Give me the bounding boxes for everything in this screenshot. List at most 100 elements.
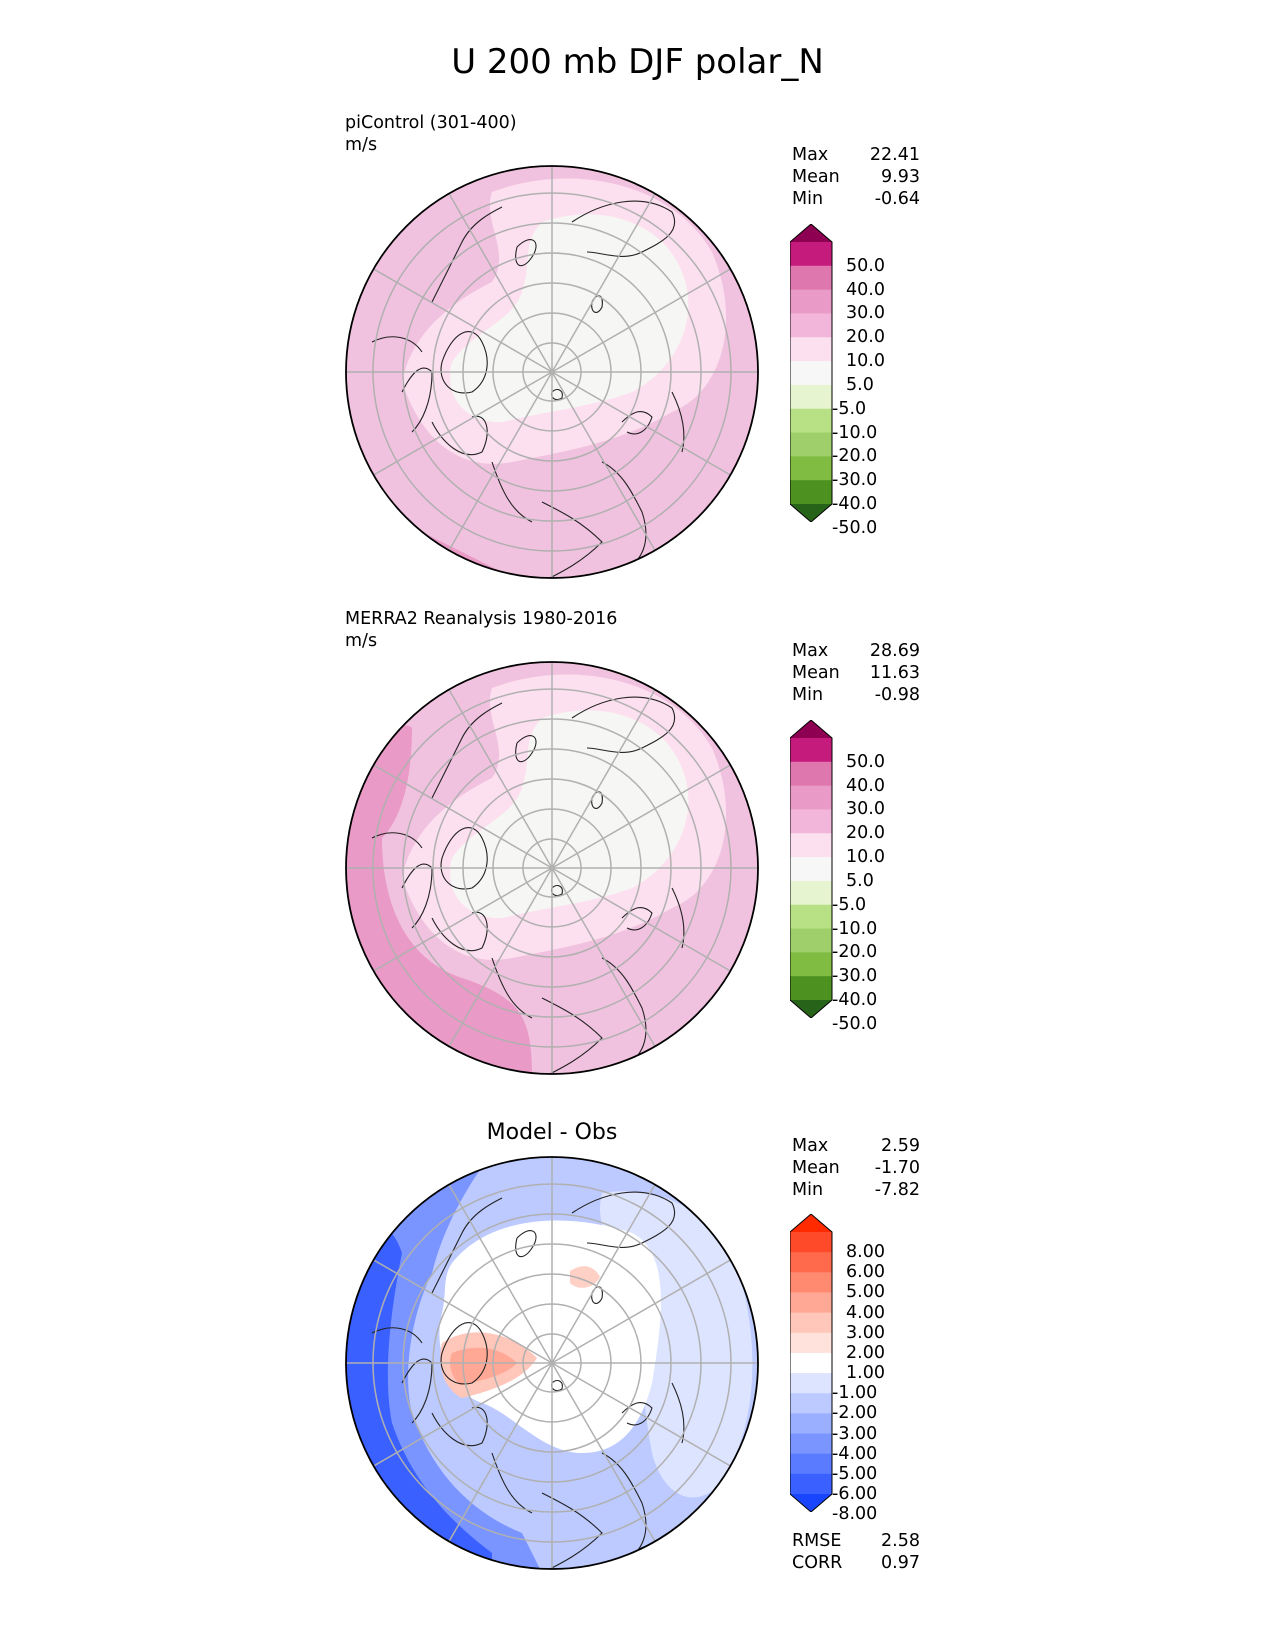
map-field bbox=[346, 1157, 758, 1569]
meridian-line bbox=[448, 1362, 553, 1542]
stat-mean-value: -1.70 bbox=[874, 1158, 920, 1178]
colorbar-tick-label: -30.0 bbox=[832, 470, 878, 491]
stat-mean-value: 11.63 bbox=[869, 663, 920, 683]
coastline bbox=[515, 239, 537, 267]
colorbar-swatch bbox=[790, 1312, 832, 1334]
colorbar-tick-label: -3.00 bbox=[832, 1423, 878, 1444]
meridian-line bbox=[551, 1362, 731, 1467]
colorbar-swatch bbox=[790, 761, 832, 787]
colorbar-swatch bbox=[790, 1373, 832, 1394]
coastline bbox=[591, 791, 603, 809]
colorbar-extend-top bbox=[790, 1214, 832, 1232]
coastline bbox=[371, 1327, 423, 1344]
colorbar-swatch bbox=[790, 1393, 832, 1414]
panel-1-title: piControl (301-400) bbox=[345, 113, 517, 133]
coastline bbox=[591, 1286, 603, 1304]
colorbar-swatch bbox=[790, 809, 832, 834]
meridian-line bbox=[551, 689, 656, 869]
coastline bbox=[440, 827, 488, 890]
colorbar-tick-label: 5.0 bbox=[846, 870, 874, 891]
colorbar-outline bbox=[790, 720, 833, 1018]
colorbar-tick-label: -40.0 bbox=[832, 990, 878, 1010]
colorbar-tick-label: 50.0 bbox=[846, 751, 885, 772]
colorbar-swatch bbox=[790, 1413, 832, 1435]
colorbar-swatch bbox=[790, 1352, 832, 1374]
meridian-line bbox=[373, 764, 553, 869]
panel-2-title: MERRA2 Reanalysis 1980-2016 bbox=[345, 609, 618, 629]
colorbar-picontrol bbox=[790, 224, 833, 522]
colorbar-tick-label: 5.00 bbox=[846, 1282, 885, 1303]
panel-1-units: m/s bbox=[345, 135, 378, 155]
colorbar-tick-label: 50.0 bbox=[846, 255, 885, 276]
colorbar-extend-bottom bbox=[790, 1494, 832, 1512]
metric-corr-value: 0.97 bbox=[881, 1553, 920, 1573]
stat-min-label: Min bbox=[792, 685, 824, 705]
polar-map-model-minus-obs bbox=[345, 1156, 759, 1570]
stat-max-label: Max bbox=[792, 1136, 829, 1156]
stat-min-value: -0.64 bbox=[874, 189, 920, 209]
panel-1-stats: Max 22.41 Mean 9.93 Min -0.64 bbox=[792, 144, 920, 210]
colorbar-swatch bbox=[790, 833, 832, 858]
meridian-line bbox=[551, 1362, 656, 1542]
coastline bbox=[440, 1322, 488, 1385]
meridian-line bbox=[373, 1259, 553, 1364]
figure-title: U 200 mb DJF polar_N bbox=[451, 42, 824, 82]
polar-map-merra2 bbox=[345, 661, 759, 1075]
colorbar-tick-label: -5.0 bbox=[832, 398, 867, 419]
polar-map-picontrol bbox=[345, 165, 759, 579]
colorbar-swatch bbox=[790, 361, 832, 386]
coastline bbox=[431, 702, 503, 799]
stat-min-label: Min bbox=[792, 1180, 824, 1200]
meridian-line bbox=[551, 867, 656, 1047]
colorbar-extend-bottom bbox=[790, 1000, 832, 1018]
meridian-line bbox=[373, 1362, 553, 1467]
meridian-line bbox=[551, 867, 731, 972]
colorbar-tick-label: 1.00 bbox=[846, 1363, 885, 1384]
colorbar-tick-label: 5.0 bbox=[846, 374, 874, 395]
colorbar-swatch bbox=[790, 313, 832, 338]
coastline bbox=[431, 206, 503, 303]
colorbar-swatch bbox=[790, 904, 832, 930]
stat-max-label: Max bbox=[792, 641, 829, 661]
colorbar-tick-label: 20.0 bbox=[846, 823, 885, 844]
meridian-line bbox=[448, 867, 553, 1047]
meridian-line bbox=[373, 371, 553, 476]
coastline bbox=[541, 501, 603, 578]
colorbar-swatch bbox=[790, 384, 832, 410]
colorbar-swatch bbox=[790, 1232, 832, 1253]
colorbar-tick-label: -10.0 bbox=[832, 422, 878, 443]
contour-1-to-2 bbox=[570, 1266, 600, 1288]
colorbar-tick-label: 10.0 bbox=[846, 847, 885, 868]
colorbar-tick-label: -6.00 bbox=[832, 1484, 878, 1504]
panel-2-label: MERRA2 Reanalysis 1980-2016 m/s bbox=[345, 608, 617, 652]
colorbar-outline bbox=[790, 1214, 833, 1512]
colorbar-swatch bbox=[790, 432, 832, 457]
stat-mean-value: 9.93 bbox=[881, 167, 920, 187]
colorbar-extend-bottom bbox=[790, 504, 832, 522]
colorbar-swatch bbox=[790, 928, 832, 953]
colorbar-swatch bbox=[790, 952, 832, 977]
stat-mean-label: Mean bbox=[792, 167, 840, 187]
colorbar-tick-label: -50.0 bbox=[832, 517, 878, 538]
stat-min-label: Min bbox=[792, 189, 824, 209]
colorbar-tick-label: 40.0 bbox=[846, 775, 885, 796]
colorbar-swatch bbox=[790, 1252, 832, 1273]
colorbar-tick-label: 20.0 bbox=[846, 327, 885, 348]
colorbar-model-minus-obs bbox=[790, 1214, 833, 1512]
stat-min-value: -7.82 bbox=[874, 1180, 920, 1200]
contour-5-to-minus5 bbox=[450, 214, 689, 423]
contour--1-to-1 bbox=[439, 1220, 661, 1453]
contour-20-to-30 bbox=[346, 725, 532, 1074]
colorbar-tick-label: 40.0 bbox=[846, 279, 885, 300]
coastline bbox=[591, 295, 603, 313]
colorbar-swatch bbox=[790, 880, 832, 906]
colorbar-tick-label: 8.00 bbox=[846, 1242, 885, 1263]
panel-2-stats: Max 28.69 Mean 11.63 Min -0.98 bbox=[792, 640, 920, 706]
colorbar-swatch bbox=[790, 976, 832, 1001]
metric-rmse-value: 2.58 bbox=[881, 1531, 920, 1551]
coastline bbox=[371, 832, 423, 849]
meridian-line bbox=[373, 867, 553, 972]
panel-1-label: piControl (301-400) m/s bbox=[345, 112, 517, 156]
colorbar-tick-label: -1.00 bbox=[832, 1383, 878, 1404]
meridian-line bbox=[448, 1184, 553, 1364]
